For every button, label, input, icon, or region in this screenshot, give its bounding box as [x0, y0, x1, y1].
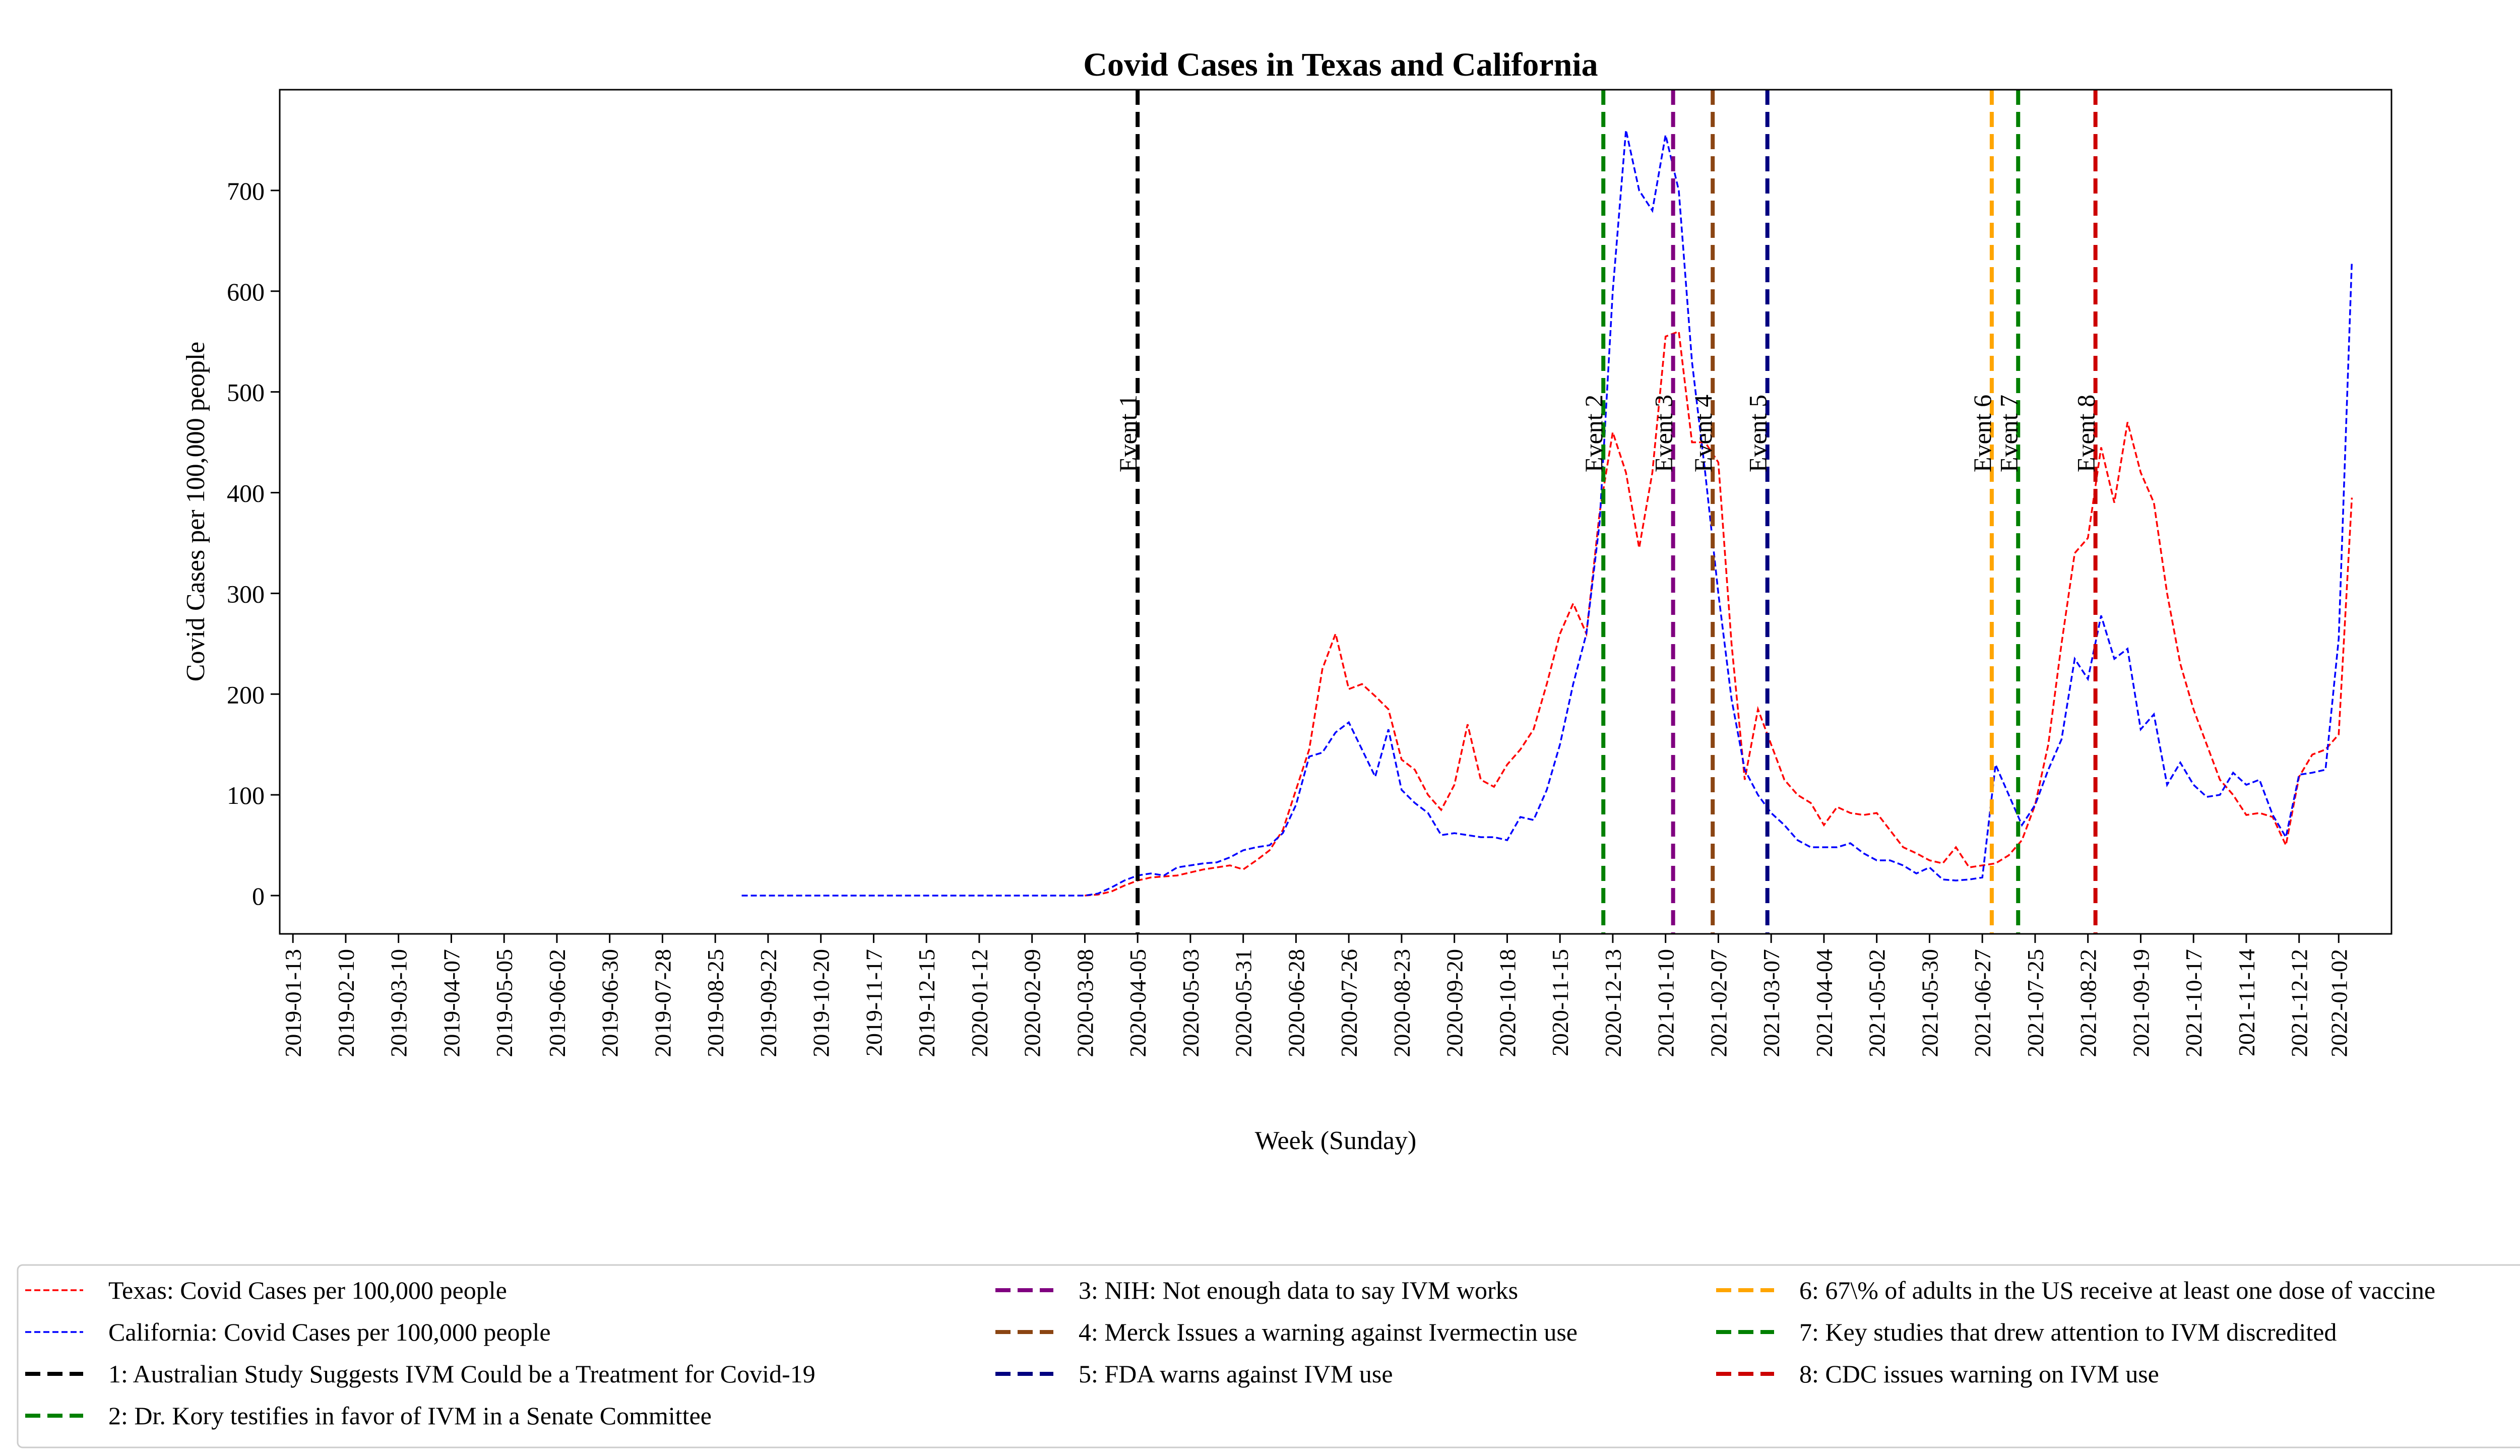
- x-tick-label: 2019-04-07: [438, 949, 464, 1057]
- x-tick-label: 2019-03-10: [386, 949, 412, 1057]
- x-tick-label: 2021-05-30: [1917, 949, 1942, 1057]
- x-tick-label: 2019-01-13: [280, 949, 306, 1057]
- x-tick-label: 2020-05-03: [1178, 949, 1204, 1057]
- event-label-1: Event 1: [1114, 395, 1142, 472]
- legend-label: 6: 67\% of adults in the US receive at l…: [1799, 1276, 2435, 1304]
- y-tick-label: 600: [227, 278, 265, 306]
- series-line-california: [741, 130, 2353, 897]
- plot-area: 0 100 200 300 400 500 600 700 2019-01-13 2019-02-…: [227, 90, 2353, 1057]
- x-tick-label: 2021-01-10: [1653, 949, 1679, 1057]
- x-tick-label: 2019-06-02: [544, 949, 570, 1057]
- x-tick-label: 2020-07-26: [1336, 949, 1362, 1057]
- legend-label: 4: Merck Issues a warning against Iverme…: [1079, 1318, 1578, 1346]
- x-axis-label: Week (Sunday): [1255, 1126, 1417, 1155]
- legend-label: 8: CDC issues warning on IVM use: [1799, 1360, 2159, 1388]
- x-tick-label: 2021-02-07: [1706, 949, 1731, 1057]
- x-tick-label: 2021-09-19: [2128, 949, 2154, 1057]
- x-tick-label: 2019-07-28: [650, 949, 675, 1057]
- x-tick-label: 2020-10-18: [1494, 949, 1520, 1057]
- x-tick-label: 2020-11-15: [1547, 949, 1573, 1056]
- legend: Texas: Covid Cases per 100,000 people Cal…: [17, 1264, 2520, 1448]
- x-tick-label: 2021-03-07: [1758, 949, 1784, 1057]
- event-label-4: Event 4: [1689, 395, 1717, 472]
- legend-label: 7: Key studies that drew attention to IV…: [1799, 1318, 2337, 1346]
- x-tick-label: 2020-04-05: [1125, 949, 1151, 1057]
- y-tick-label: 200: [227, 680, 265, 709]
- x-tick-label: 2020-08-23: [1389, 949, 1415, 1057]
- x-tick-label: 2019-12-15: [914, 949, 939, 1057]
- x-tick-label: 2020-06-28: [1283, 949, 1309, 1057]
- event-label-2: Event 2: [1580, 395, 1608, 472]
- x-tick-label: 2019-02-10: [333, 949, 359, 1057]
- x-tick-label: 2019-09-22: [755, 949, 781, 1057]
- legend-label: 5: FDA warns against IVM use: [1079, 1360, 1393, 1388]
- x-tick-label: 2021-10-17: [2181, 949, 2207, 1057]
- event-label-7: Event 7: [1994, 395, 2023, 472]
- legend-label: California: Covid Cases per 100,000 peop…: [108, 1318, 551, 1346]
- y-tick-label: 700: [227, 177, 265, 205]
- series-line-texas: [1085, 330, 2353, 897]
- x-tick-label: 2020-05-31: [1231, 949, 1256, 1057]
- y-axis-label: Covid Cases per 100,000 people: [181, 342, 210, 681]
- x-tick-label: 2021-05-02: [1864, 949, 1890, 1057]
- x-tick-label: 2020-02-09: [1020, 949, 1045, 1057]
- y-tick-label: 300: [227, 580, 265, 608]
- x-tick-label: 2021-12-12: [2287, 949, 2312, 1057]
- x-tick-label: 2021-11-14: [2234, 949, 2259, 1056]
- y-tick-label: 0: [252, 882, 265, 910]
- x-tick-label: 2019-08-25: [703, 949, 728, 1057]
- plot-frame: [279, 89, 2392, 935]
- legend-label: 3: NIH: Not enough data to say IVM works: [1079, 1276, 1518, 1304]
- x-tick-label: 2022-01-02: [2326, 949, 2352, 1057]
- legend-label: 2: Dr. Kory testifies in favor of IVM in…: [108, 1402, 712, 1430]
- x-tick-label: 2019-06-30: [597, 949, 623, 1057]
- event-label-6: Event 6: [1968, 395, 1996, 472]
- x-tick-label: 2019-10-20: [808, 949, 834, 1057]
- y-tick-label: 500: [227, 378, 265, 407]
- y-tick-label: 400: [227, 479, 265, 508]
- x-tick-label: 2021-04-04: [1811, 949, 1837, 1057]
- x-tick-label: 2020-09-20: [1442, 949, 1468, 1057]
- legend-box: [17, 1264, 2520, 1448]
- x-tick-label: 2020-01-12: [967, 949, 992, 1057]
- x-tick-label: 2020-12-13: [1600, 949, 1626, 1057]
- x-tick-label: 2021-07-25: [2023, 949, 2048, 1057]
- y-tick-label: 100: [227, 781, 265, 809]
- x-tick-label: 2021-06-27: [1970, 949, 1995, 1057]
- event-label-3: Event 3: [1650, 395, 1678, 472]
- event-label-8: Event 8: [2072, 395, 2100, 472]
- chart-title: Covid Cases in Texas and California: [1083, 46, 1598, 83]
- legend-label: 1: Australian Study Suggests IVM Could b…: [108, 1360, 815, 1388]
- event-label-5: Event 5: [1744, 395, 1772, 472]
- legend-label: Texas: Covid Cases per 100,000 people: [108, 1276, 507, 1304]
- x-tick-label: 2019-05-05: [491, 949, 517, 1057]
- x-tick-label: 2019-11-17: [861, 949, 887, 1056]
- x-tick-label: 2021-08-22: [2075, 949, 2101, 1057]
- x-tick-label: 2020-03-08: [1072, 949, 1098, 1057]
